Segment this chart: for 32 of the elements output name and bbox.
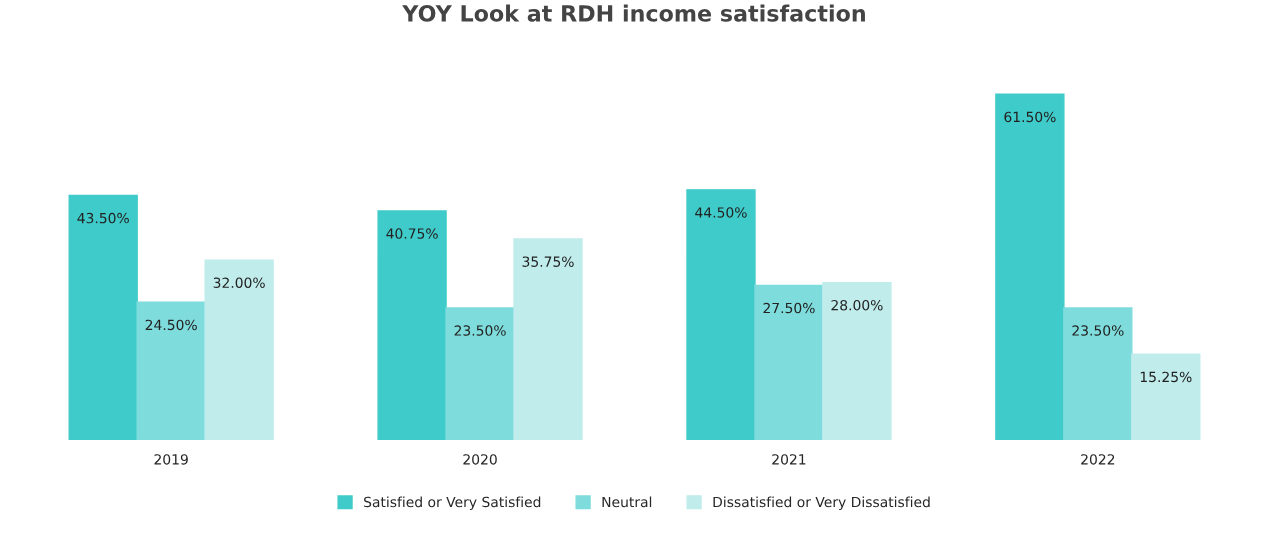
- data-label: 40.75%: [386, 228, 438, 239]
- bar: [377, 210, 447, 440]
- bar: [204, 259, 274, 440]
- bar: [686, 189, 756, 440]
- data-label: 23.50%: [454, 325, 506, 336]
- data-label: 35.75%: [522, 256, 574, 267]
- data-label: 28.00%: [831, 299, 883, 311]
- bar: [995, 93, 1065, 440]
- bar: [1063, 307, 1133, 440]
- x-tick-label: 2020: [463, 454, 497, 465]
- x-tick-label: 2021: [772, 454, 806, 465]
- bar: [445, 307, 515, 440]
- x-tick-label: 2019: [154, 454, 188, 465]
- chart-title: YOY Look at RDH income satisfaction: [402, 4, 865, 22]
- bar: [754, 284, 824, 440]
- data-label: 32.00%: [213, 277, 265, 288]
- bar: [136, 301, 206, 440]
- bar: [822, 281, 892, 440]
- data-label: 61.50%: [1004, 111, 1056, 123]
- x-tick-label: 2022: [1081, 454, 1115, 465]
- data-label: 43.50%: [77, 212, 129, 224]
- bar: [68, 194, 138, 440]
- legend-label: Dissatisfied or Very Dissatisfied: [713, 496, 930, 510]
- bar: [1131, 353, 1201, 440]
- data-label: 15.25%: [1140, 371, 1192, 383]
- legend-label: Neutral: [602, 496, 652, 508]
- data-label: 27.50%: [763, 302, 815, 314]
- legend-label: Satisfied or Very Satisfied: [364, 496, 541, 510]
- data-label: 44.50%: [695, 207, 747, 218]
- data-label: 24.50%: [145, 319, 197, 331]
- data-label: 23.50%: [1072, 325, 1124, 336]
- bar: [513, 238, 583, 440]
